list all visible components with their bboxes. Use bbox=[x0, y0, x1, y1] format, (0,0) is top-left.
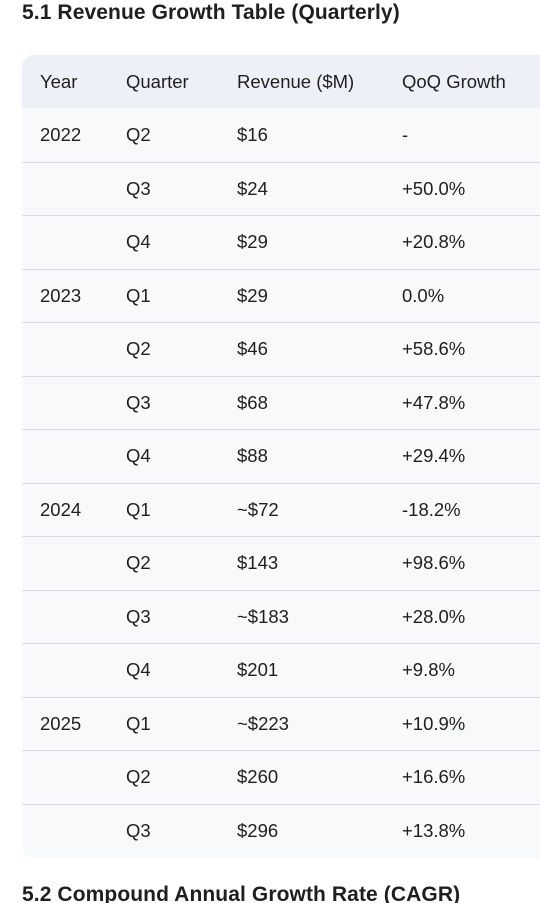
table-row: 2024 Q1 ~$72 -18.2% bbox=[22, 482, 540, 537]
cell-quarter: Q4 bbox=[126, 445, 151, 467]
table-row: Q4 $201 +9.8% bbox=[22, 643, 540, 697]
table-row: 2025 Q1 ~$223 +10.9% bbox=[22, 696, 540, 751]
cell-qoq-growth: 0.0% bbox=[402, 284, 445, 306]
table-row: 2022 Q2 $16 - bbox=[22, 108, 540, 162]
cell-qoq-growth: +98.6% bbox=[402, 552, 466, 574]
cell-qoq-growth: +50.0% bbox=[402, 177, 466, 199]
cell-quarter: Q2 bbox=[126, 766, 151, 788]
cell-revenue: ~$183 bbox=[237, 605, 289, 627]
section-title-revenue-growth: 5.1 Revenue Growth Table (Quarterly) bbox=[22, 1, 400, 24]
cell-qoq-growth: +58.6% bbox=[402, 338, 466, 360]
table-row: 2023 Q1 $29 0.0% bbox=[22, 268, 540, 323]
cell-revenue: $143 bbox=[237, 552, 279, 574]
cell-quarter: Q2 bbox=[126, 123, 151, 145]
cell-revenue: $46 bbox=[237, 338, 268, 360]
cell-revenue: $24 bbox=[237, 177, 268, 199]
table-row: Q3 $24 +50.0% bbox=[22, 161, 540, 216]
cell-revenue: $29 bbox=[237, 284, 268, 306]
cell-quarter: Q3 bbox=[126, 391, 151, 413]
cell-revenue: $16 bbox=[237, 123, 268, 145]
cell-year: 2024 bbox=[40, 498, 82, 520]
cell-quarter: Q1 bbox=[126, 284, 151, 306]
cell-revenue: $29 bbox=[237, 231, 268, 253]
cell-quarter: Q2 bbox=[126, 552, 151, 574]
table-row: Q2 $143 +98.6% bbox=[22, 536, 540, 590]
cell-qoq-growth: +29.4% bbox=[402, 445, 466, 467]
header-qoq-growth: QoQ Growth bbox=[402, 70, 506, 92]
table-row: Q3 ~$183 +28.0% bbox=[22, 589, 540, 644]
cell-quarter: Q3 bbox=[126, 819, 151, 841]
table-row: Q4 $88 +29.4% bbox=[22, 429, 540, 483]
cell-quarter: Q1 bbox=[126, 498, 151, 520]
header-quarter: Quarter bbox=[126, 70, 189, 92]
cell-quarter: Q4 bbox=[126, 231, 151, 253]
cell-quarter: Q2 bbox=[126, 338, 151, 360]
table-row: Q4 $29 +20.8% bbox=[22, 215, 540, 269]
revenue-growth-table: Year Quarter Revenue ($M) QoQ Growth 202… bbox=[22, 55, 540, 858]
section-title-cagr: 5.2 Compound Annual Growth Rate (CAGR) bbox=[22, 883, 461, 903]
table-body: 2022 Q2 $16 - Q3 $24 +50.0% Q4 $29 +20.8% 2023 Q1 $2… bbox=[22, 108, 540, 857]
cell-qoq-growth: +47.8% bbox=[402, 391, 466, 413]
cell-quarter: Q4 bbox=[126, 659, 151, 681]
cell-qoq-growth: +13.8% bbox=[402, 819, 466, 841]
table-row: Q3 $68 +47.8% bbox=[22, 375, 540, 430]
table-row: Q2 $260 +16.6% bbox=[22, 750, 540, 804]
cell-qoq-growth: +28.0% bbox=[402, 605, 466, 627]
table-row: Q3 $296 +13.8% bbox=[22, 803, 540, 858]
cell-qoq-growth: +20.8% bbox=[402, 231, 466, 253]
cell-year: 2022 bbox=[40, 123, 82, 145]
cell-revenue: ~$72 bbox=[237, 498, 279, 520]
header-year: Year bbox=[40, 70, 78, 92]
header-revenue: Revenue ($M) bbox=[237, 70, 355, 92]
cell-qoq-growth: +9.8% bbox=[402, 659, 455, 681]
cell-revenue: $88 bbox=[237, 445, 268, 467]
cell-qoq-growth: - bbox=[402, 123, 409, 145]
cell-quarter: Q3 bbox=[126, 177, 151, 199]
cell-qoq-growth: -18.2% bbox=[402, 498, 461, 520]
cell-year: 2025 bbox=[40, 712, 82, 734]
cell-revenue: $201 bbox=[237, 659, 279, 681]
cell-revenue: $260 bbox=[237, 766, 279, 788]
cell-quarter: Q3 bbox=[126, 605, 151, 627]
table-row: Q2 $46 +58.6% bbox=[22, 322, 540, 376]
cell-revenue: $296 bbox=[237, 819, 279, 841]
cell-year: 2023 bbox=[40, 284, 82, 306]
cell-qoq-growth: +16.6% bbox=[402, 766, 466, 788]
cell-quarter: Q1 bbox=[126, 712, 151, 734]
table-header-row: Year Quarter Revenue ($M) QoQ Growth bbox=[22, 55, 540, 108]
cell-revenue: ~$223 bbox=[237, 712, 289, 734]
cell-qoq-growth: +10.9% bbox=[402, 712, 466, 734]
cell-revenue: $68 bbox=[237, 391, 268, 413]
